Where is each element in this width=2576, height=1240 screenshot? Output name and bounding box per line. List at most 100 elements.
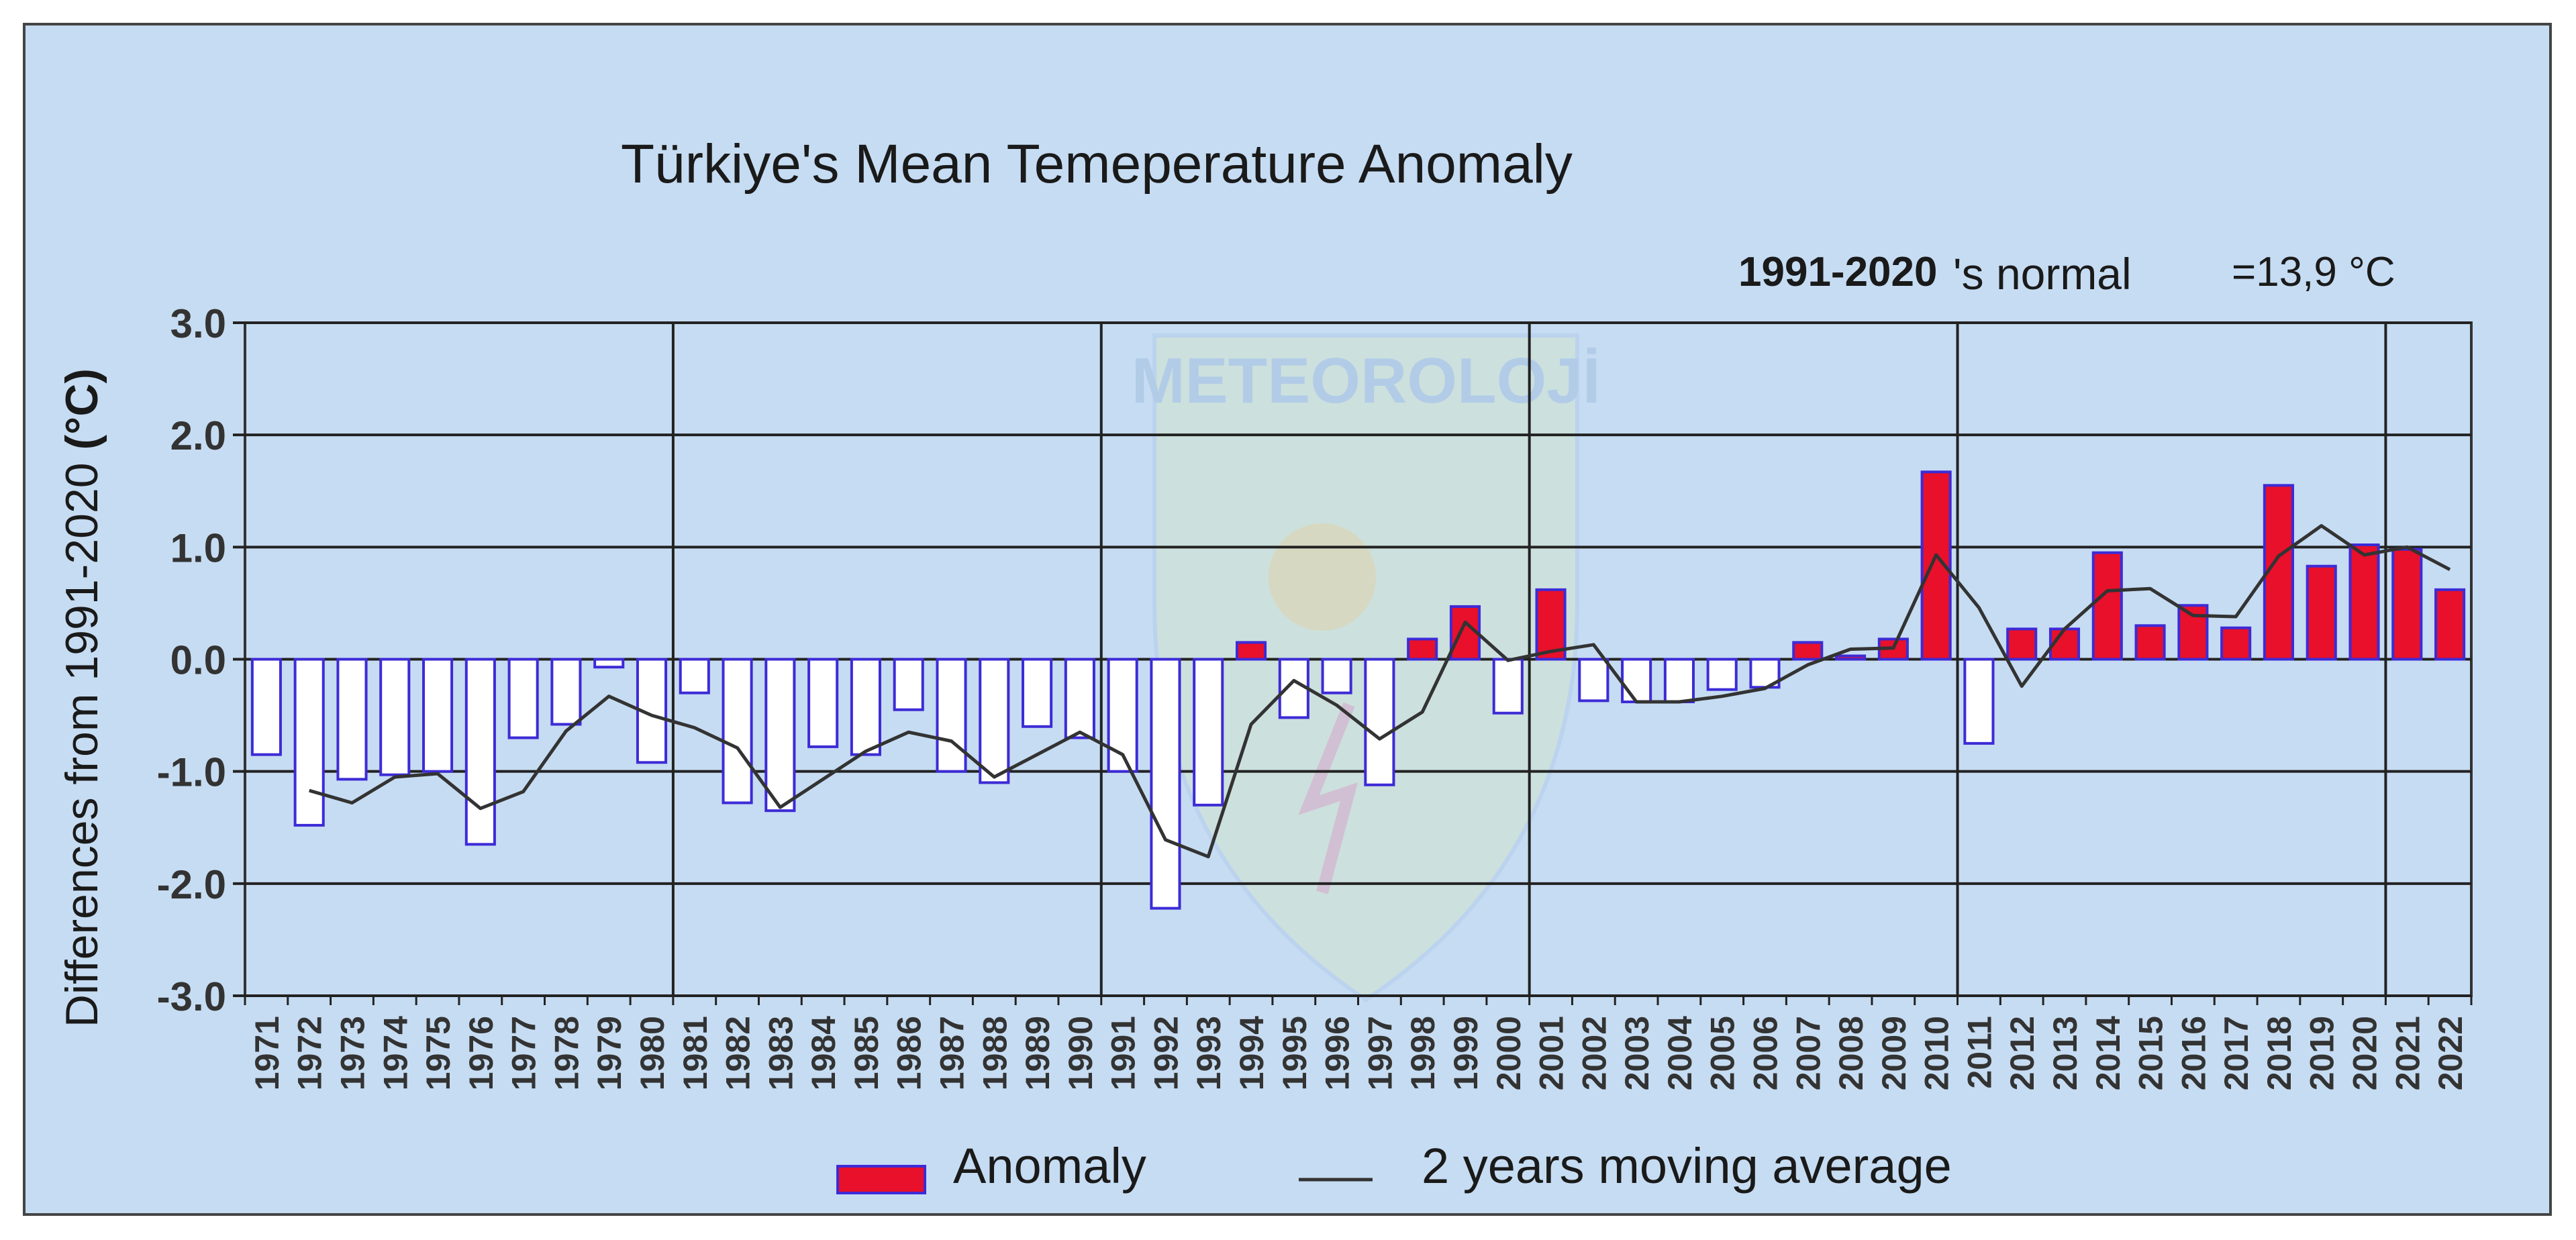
bar-2015 (2134, 624, 2166, 661)
bar-2016 (2177, 604, 2209, 661)
watermark-text: METEOROLOJİ (1132, 345, 1601, 417)
x-tick-label-2002: 2002 (1575, 1016, 1613, 1090)
bar-1992 (1150, 658, 1181, 910)
y-axis-label-unit: (°C) (56, 368, 107, 450)
x-tick-label-1979: 1979 (591, 1016, 628, 1090)
x-tick-label-2009: 2009 (1875, 1016, 1913, 1090)
bar-1979 (593, 658, 625, 669)
x-tick-label-2010: 2010 (1918, 1016, 1956, 1090)
x-tick-label-1987: 1987 (934, 1016, 971, 1090)
x-tick-label-2017: 2017 (2218, 1016, 2255, 1090)
x-tick-label-2016: 2016 (2175, 1016, 2212, 1090)
bar-1976 (464, 658, 496, 846)
chart-title: Türkiye's Mean Temeperature Anomaly (621, 134, 1573, 195)
x-tick-label-2000: 2000 (1490, 1016, 1528, 1090)
bar-1994 (1235, 641, 1267, 661)
bar-1997 (1364, 658, 1395, 786)
bar-1985 (850, 658, 881, 756)
y-axis-label-main: Differences from 1991-2020 (56, 462, 107, 1027)
x-tick-label-1978: 1978 (548, 1016, 585, 1090)
bar-1984 (807, 658, 839, 748)
x-tick-label-1999: 1999 (1447, 1016, 1485, 1090)
x-tick-label-2015: 2015 (2132, 1016, 2170, 1090)
chart-frame (23, 23, 2552, 1216)
bar-1990 (1064, 658, 1095, 739)
y-tick-label: 3.0 (170, 301, 226, 346)
bar-1993 (1193, 658, 1224, 807)
x-tick-label-2019: 2019 (2303, 1016, 2341, 1090)
moving-average-line (309, 524, 2451, 859)
x-tick-label-1990: 1990 (1062, 1016, 1099, 1090)
x-tick-label-1992: 1992 (1147, 1016, 1185, 1090)
y-tick-label: -3.0 (157, 974, 226, 1019)
bar-2018 (2263, 484, 2295, 661)
bar-1996 (1321, 658, 1352, 694)
x-tick-label-1998: 1998 (1404, 1016, 1442, 1090)
x-tick-label-1988: 1988 (976, 1016, 1013, 1090)
x-tick-label-2012: 2012 (2003, 1016, 2041, 1090)
bar-2007 (1792, 641, 1824, 661)
bar-1972 (293, 658, 325, 827)
bar-1989 (1022, 658, 1053, 728)
x-tick-label-1972: 1972 (291, 1016, 329, 1090)
bar-2000 (1492, 658, 1524, 715)
bar-1988 (979, 658, 1010, 784)
x-tick-label-1996: 1996 (1319, 1016, 1356, 1090)
x-tick-label-1975: 1975 (419, 1016, 457, 1090)
x-tick-label-2001: 2001 (1533, 1016, 1571, 1090)
x-tick-label-1991: 1991 (1105, 1016, 1142, 1090)
bar-1974 (379, 658, 411, 776)
x-tick-label-2006: 2006 (1746, 1016, 1784, 1090)
y-tick-label: 2.0 (170, 413, 226, 458)
svg-text:Differences from 1991-2020: Differences from 1991-2020 (°C) (56, 368, 107, 1027)
x-tick-label-1985: 1985 (848, 1016, 885, 1090)
x-tick-label-1984: 1984 (805, 1016, 842, 1090)
bar-2004 (1663, 658, 1695, 704)
y-tick-labels: 3.0 2.0 1.0 0.0 -1.0 -2.0 -3.0 (157, 301, 226, 1019)
bar-2001 (1535, 588, 1567, 661)
x-tick-label-2021: 2021 (2389, 1016, 2426, 1090)
x-tick-label-1982: 1982 (720, 1016, 757, 1090)
legend (836, 1165, 1373, 1194)
legend-moving-average-label: 2 years moving average (1422, 1138, 1952, 1194)
bar-1987 (936, 658, 967, 773)
normal-suffix: 's normal (1953, 249, 2132, 299)
x-tick-label-2018: 2018 (2261, 1016, 2298, 1090)
bar-1982 (722, 658, 753, 805)
x-tick-label-1977: 1977 (505, 1016, 543, 1090)
x-tick-label-1995: 1995 (1276, 1016, 1314, 1090)
x-tick-label-2005: 2005 (1704, 1016, 1742, 1090)
y-tick-label: 1.0 (170, 525, 226, 570)
x-tick-label-1981: 1981 (677, 1016, 714, 1090)
bar-2017 (2220, 626, 2252, 661)
x-tick-label-1980: 1980 (634, 1016, 671, 1090)
y-tick-label: 0.0 (170, 638, 226, 683)
bar-1998 (1407, 637, 1438, 661)
x-tick-label-1973: 1973 (334, 1016, 371, 1090)
bar-2012 (2006, 627, 2038, 661)
x-tick-label-1997: 1997 (1361, 1016, 1399, 1090)
x-tick-label-1976: 1976 (462, 1016, 500, 1090)
x-tick-label-1986: 1986 (891, 1016, 928, 1090)
y-axis-label: Differences from 1991-2020 (°C) (56, 368, 107, 1027)
y-tick-label: -1.0 (157, 750, 226, 795)
bar-2011 (1963, 658, 1995, 745)
bar-1973 (336, 658, 368, 781)
bar-1978 (550, 658, 582, 726)
bar-2022 (2434, 588, 2466, 661)
x-tick-label-1983: 1983 (762, 1016, 799, 1090)
bar-1975 (422, 658, 454, 773)
x-tick-label-2008: 2008 (1832, 1016, 1870, 1090)
x-tick-label-2011: 2011 (1961, 1016, 1998, 1088)
x-tick-label-2007: 2007 (1789, 1016, 1827, 1090)
bar-2005 (1706, 658, 1738, 691)
moving-average-series (309, 524, 2451, 859)
bar-2014 (2091, 551, 2123, 661)
bar-2003 (1621, 658, 1652, 704)
x-tick-label-2020: 2020 (2346, 1016, 2384, 1090)
x-tick-label-2014: 2014 (2089, 1016, 2127, 1090)
normal-period: 1991-2020 (1738, 249, 1938, 295)
bar-series (250, 470, 2466, 910)
bar-1983 (764, 658, 796, 813)
x-tick-label-2013: 2013 (2046, 1016, 2084, 1090)
